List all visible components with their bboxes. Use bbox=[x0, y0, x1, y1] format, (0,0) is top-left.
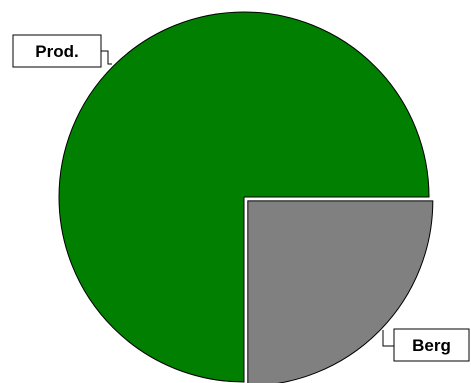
pie-slice-prod bbox=[58, 11, 430, 383]
slice-label-prod: Prod. bbox=[35, 42, 78, 61]
pie-slices bbox=[58, 11, 434, 383]
slice-label-berg: Berg bbox=[412, 336, 451, 355]
pie-labels: Prod. Berg bbox=[12, 34, 470, 362]
leader-line-berg bbox=[382, 330, 394, 347]
label-box-berg bbox=[393, 328, 470, 362]
leader-line-prod bbox=[101, 50, 112, 65]
label-box-prod bbox=[12, 34, 102, 68]
